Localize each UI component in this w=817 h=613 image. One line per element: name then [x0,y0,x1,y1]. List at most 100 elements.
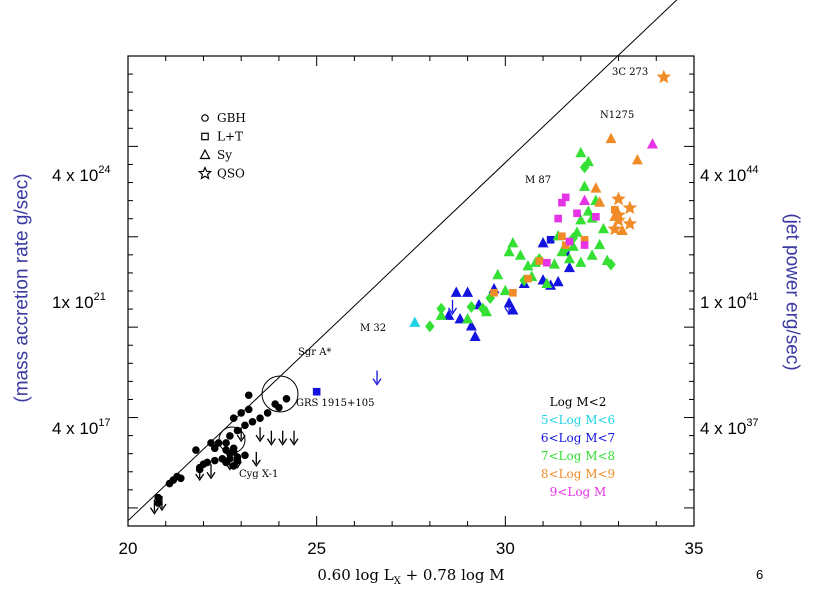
data-point-triangle [522,259,534,271]
annotations: 3C 273 N1275 M 87 M 32 Sgr A* GRS 1915+105 Cyg… [239,67,648,480]
data-point-limit [236,427,246,443]
data-point-limit [289,430,299,446]
data-point-star [607,221,623,236]
data-point-triangle [575,256,587,267]
annotation-label: N1275 [600,110,634,121]
data-point-triangle [605,132,617,144]
legend-shape-label: Sy [217,148,232,162]
x-tick-label: 20 [119,539,138,558]
data-point-limit [447,299,458,316]
annotation-label: Cyg X-1 [239,469,278,480]
data-point-triangle [537,237,549,248]
data-point-triangle [465,320,477,331]
legend-color-label: 6<Log M<7 [541,431,615,445]
legend-color-title: Log M<2 [550,395,607,409]
grs-1915-ring [261,375,299,413]
annotation-label: GRS 1915+105 [296,398,374,409]
data-point-diamond [477,302,488,315]
legend-star-icon [197,165,213,180]
data-point-limit [372,370,382,386]
data-point-triangle [586,249,598,260]
data-point-diamond [579,161,590,174]
data-point-triangle [567,240,579,251]
data-point-limit [251,451,261,468]
data-point-triangle [548,258,560,269]
data-point-star [611,191,626,206]
data-point-square [573,209,581,218]
annotation-label: 3C 273 [612,67,648,78]
data-point-triangle [454,312,466,324]
data-point-limit [266,430,276,446]
data-point-circle [210,456,219,465]
legend-shape-label: GBH [217,111,246,125]
data-point-circle [229,444,238,453]
legend-shape-label: L+T [217,130,243,144]
legend-colors: Log M<2 5<Log M<6 6<Log M<7 7<Log M<8 8<Log … [541,395,615,499]
data-point-star [622,200,638,215]
data-point-star [622,216,638,230]
data-point-limit [149,499,159,515]
data-point-triangle [443,309,455,320]
data-point-circle [282,394,291,403]
data-point-limit [504,299,514,316]
data-point-triangle [503,245,515,257]
legend-square-icon [201,132,209,141]
data-point-circle [210,444,219,453]
data-point-square [592,212,600,221]
y-tick-labels-left: 4 x 1024 1x 1021 4 x 1017 [52,164,111,438]
y-tick-label: 1x 1021 [52,291,106,312]
data-point-triangle [409,316,421,327]
legend-color-label: 8<Log M<9 [541,467,615,481]
data-point-circle [237,409,246,417]
data-point-triangle [646,138,658,149]
data-point-limit [225,455,235,471]
data-point-limit [278,430,288,446]
data-point-circle [244,391,253,400]
y-axis-label-right: (jet power erg/sec) [781,213,803,371]
data-point-square [312,387,321,396]
data-point-triangle [575,146,587,158]
data-point-square [524,274,532,283]
data-point-circle [241,451,249,460]
legend-color-label: 9<Log M [550,485,607,499]
legend-circle-icon [201,114,209,122]
data-point-triangle [575,214,587,225]
x-label-rest: + 0.78 log M [401,566,505,584]
data-point-triangle [462,286,474,297]
data-point-circle [207,439,215,447]
data-point-circle [165,479,174,488]
x-tick-labels: 20 25 30 35 [119,539,704,558]
data-point-limit [195,465,205,482]
y-tick-label: 4 x 1037 [700,417,759,438]
cyg-x1-ring [218,426,246,454]
legend-triangle-icon [199,148,211,160]
data-point-limit [157,496,167,512]
data-point-star [611,212,626,227]
data-point-triangle [552,275,564,287]
data-point-triangle [563,252,575,264]
data-point-circle [263,409,272,417]
data-point-triangle [594,238,606,250]
y-tick-label: 4 x 1017 [52,417,111,438]
y-tick-label: 4 x 1024 [52,164,111,185]
x-label-main: 0.60 log L [317,566,393,584]
data-point-circle [244,405,253,414]
axis-ticks [127,55,695,527]
data-point-diamond [425,320,435,333]
data-point-square [565,237,574,246]
data-point-star [656,69,671,84]
x-tick-label: 25 [307,539,326,558]
data-point-limit [206,464,216,480]
data-point-square [490,288,498,297]
data-point-circle [177,474,185,483]
data-point-triangle [435,309,447,320]
data-point-triangle [450,286,462,297]
data-point-triangle [579,194,591,205]
data-point-circle [226,432,234,440]
data-point-triangle [597,222,609,234]
data-point-triangle [507,237,519,248]
data-point-triangle [462,312,474,324]
data-point-square [580,241,589,249]
data-point-triangle [563,261,575,273]
